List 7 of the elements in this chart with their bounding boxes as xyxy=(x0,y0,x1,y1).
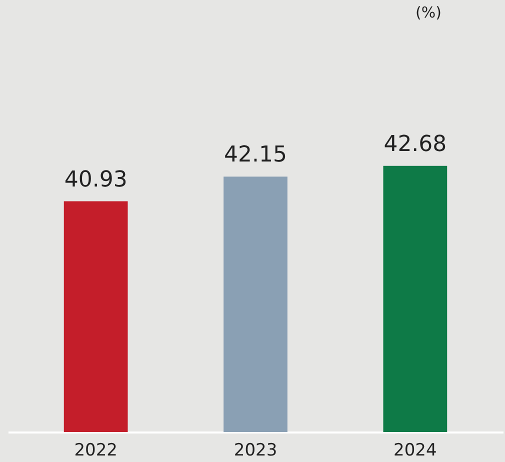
data-label: 42.68 xyxy=(384,132,447,157)
x-tick-label: 2024 xyxy=(394,440,437,460)
data-label: 42.15 xyxy=(224,142,287,168)
x-tick-label: 2022 xyxy=(74,440,118,460)
y-axis-title: (%) xyxy=(416,4,442,22)
x-tick-label: 2023 xyxy=(234,440,278,460)
data-label: 40.93 xyxy=(64,167,128,192)
